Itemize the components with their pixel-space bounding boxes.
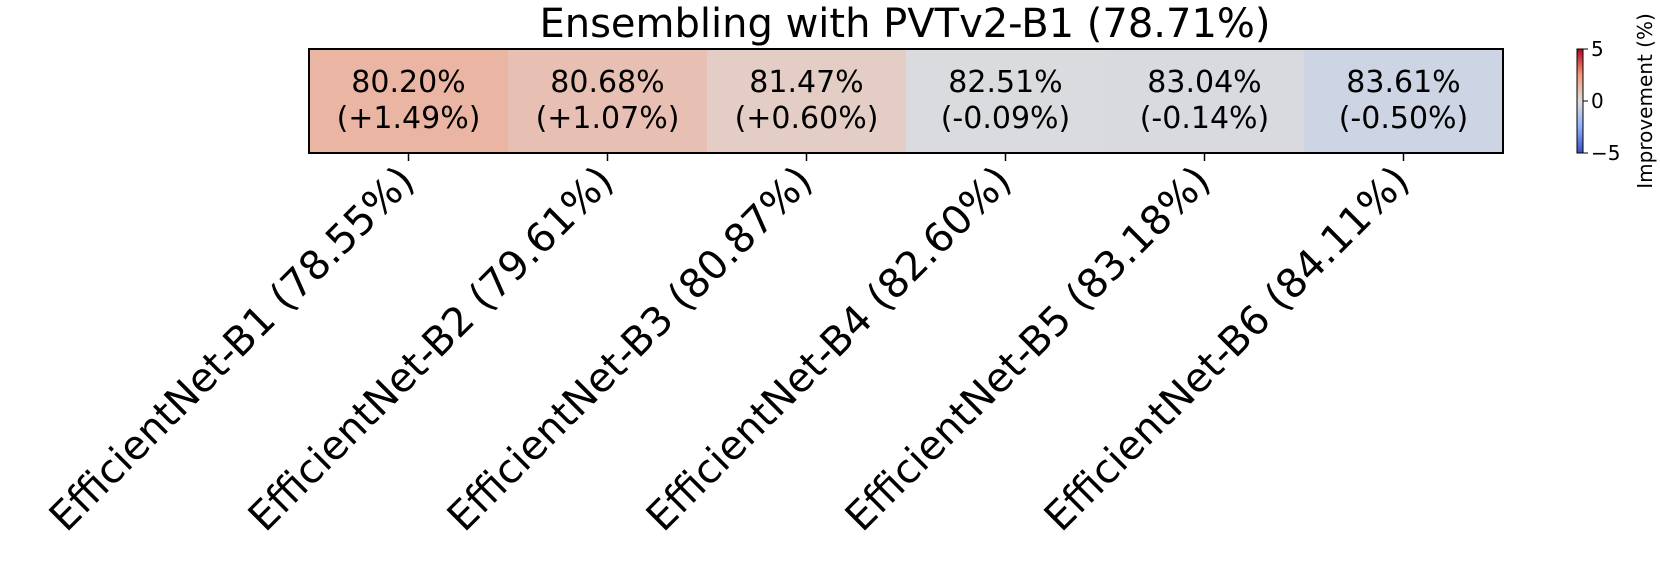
x-tick-label: EfficientNet-B4 (82.60%) (638, 158, 1021, 541)
cell-value-label: 81.47% (749, 65, 863, 100)
cell-improvement-label: (+1.07%) (536, 101, 680, 136)
heatmap-cell (508, 49, 708, 153)
heatmap-frame (308, 48, 1504, 154)
colorbar-tick-label: 5 (1591, 37, 1604, 61)
colorbar-gradient (1576, 48, 1584, 154)
cell-value-label: 82.51% (948, 65, 1062, 100)
x-tick-label: EfficientNet-B2 (79.61%) (240, 158, 623, 541)
chart-title: Ensembling with PVTv2-B1 (78.71%) (539, 1, 1270, 47)
cell-improvement-label: (+1.49%) (337, 101, 481, 136)
heatmap-cell (1304, 49, 1504, 153)
colorbar-ticks: 5 0 −5 (1583, 37, 1620, 165)
cell-value-label: 83.61% (1346, 65, 1460, 100)
heatmap-cells: 80.20%(+1.49%) 80.68%(+1.07%) 81.47%(+0.60… (309, 49, 1504, 153)
x-axis: EfficientNet-B1 (78.55%)EfficientNet-B2 … (41, 153, 1419, 540)
x-tick-label: EfficientNet-B3 (80.87%) (439, 158, 822, 541)
cell-improvement-label: (-0.09%) (941, 101, 1071, 136)
heatmap-cell (1105, 49, 1305, 153)
colorbar: 5 0 −5 Improvement (%) (1576, 13, 1657, 189)
x-tick-label: EfficientNet-B5 (83.18%) (837, 158, 1220, 541)
colorbar-tick-label: 0 (1591, 89, 1604, 113)
cell-value-label: 80.68% (550, 65, 664, 100)
heatmap-cell (707, 49, 907, 153)
cell-improvement-label: (+0.60%) (735, 101, 879, 136)
x-tick-label: EfficientNet-B1 (78.55%) (41, 158, 424, 541)
cell-value-label: 83.04% (1147, 65, 1261, 100)
x-tick-label: EfficientNet-B6 (84.11%) (1036, 158, 1419, 541)
heatmap-cell (906, 49, 1106, 153)
cell-value-label: 80.20% (351, 65, 465, 100)
colorbar-tick-label: −5 (1591, 141, 1620, 165)
cell-improvement-label: (-0.50%) (1339, 101, 1469, 136)
cell-improvement-label: (-0.14%) (1140, 101, 1270, 136)
colorbar-label: Improvement (%) (1633, 13, 1657, 189)
heatmap-cell (309, 49, 509, 153)
